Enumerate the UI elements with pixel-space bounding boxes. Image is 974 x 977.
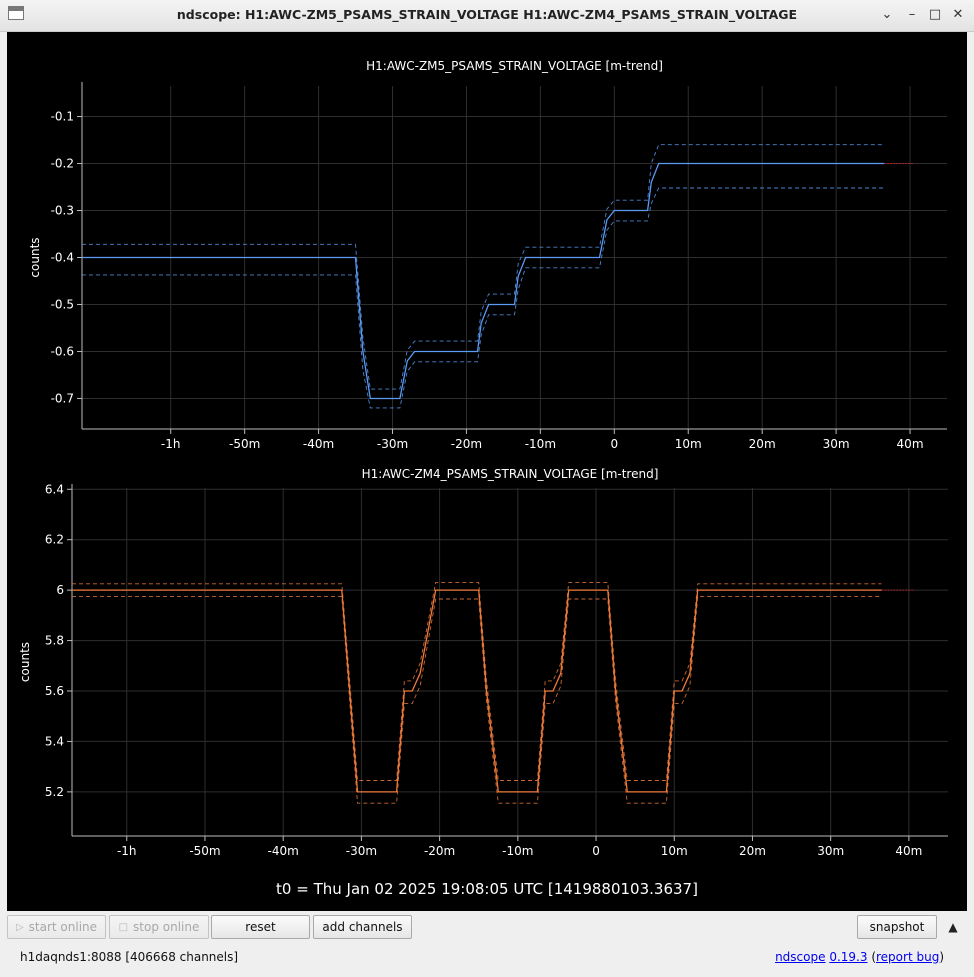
x-tick-label: 0 xyxy=(592,844,600,858)
start-online-button[interactable]: ▷ start online xyxy=(7,915,106,939)
x-tick-label: 30m xyxy=(823,437,850,451)
series-mean-line xyxy=(72,589,882,793)
x-tick-label: 20m xyxy=(749,437,776,451)
y-tick-label: 5.6 xyxy=(45,684,64,698)
y-tick-label: -0.4 xyxy=(51,251,74,265)
x-tick-label: -10m xyxy=(525,437,556,451)
y-tick-label: 6.2 xyxy=(45,533,64,547)
series-min-line xyxy=(82,187,885,409)
y-tick-label: -0.1 xyxy=(51,110,74,124)
window-app-icon[interactable] xyxy=(8,6,24,20)
y-tick-label: 6 xyxy=(56,583,64,597)
series-mean-line xyxy=(82,162,885,400)
snapshot-button[interactable]: snapshot xyxy=(857,915,937,939)
plot-area: H1:AWC-ZM5_PSAMS_STRAIN_VOLTAGE [m-trend… xyxy=(7,32,967,911)
start-online-label: start online xyxy=(28,920,98,934)
x-tick-label: -10m xyxy=(502,844,533,858)
y-tick-label: -0.3 xyxy=(51,204,74,218)
x-tick-label: 0 xyxy=(610,437,618,451)
version-link[interactable]: 0.19.3 xyxy=(829,950,868,964)
ndscope-link[interactable]: ndscope xyxy=(775,950,826,964)
window-title: ndscope: H1:AWC-ZM5_PSAMS_STRAIN_VOLTAGE… xyxy=(176,7,798,22)
x-tick-label: -50m xyxy=(189,844,220,858)
reset-button[interactable]: reset xyxy=(211,915,310,939)
plot-title: H1:AWC-ZM5_PSAMS_STRAIN_VOLTAGE [m-trend… xyxy=(366,59,663,73)
play-icon: ▷ xyxy=(15,921,24,933)
add-channels-button[interactable]: add channels xyxy=(313,915,412,939)
x-tick-label: -30m xyxy=(346,844,377,858)
x-tick-label: -1h xyxy=(117,844,137,858)
chevron-down-icon[interactable]: ⌄ xyxy=(881,7,893,22)
y-tick-label: -0.7 xyxy=(51,391,74,405)
plot-panel-1[interactable]: H1:AWC-ZM4_PSAMS_STRAIN_VOLTAGE [m-trend… xyxy=(18,467,948,858)
status-server: h1daqnds1:8088 [406668 channels] xyxy=(20,950,239,964)
y-axis-label: counts xyxy=(18,642,32,682)
stop-icon: □ xyxy=(118,921,129,933)
stop-online-label: stop online xyxy=(133,920,200,934)
x-tick-label: -20m xyxy=(451,437,482,451)
series-max-line xyxy=(72,582,882,781)
maximize-button[interactable]: □ xyxy=(928,7,942,22)
status-version-info: ndscope 0.19.3 (report bug) xyxy=(775,950,944,964)
series-group xyxy=(82,144,914,409)
y-tick-label: 5.4 xyxy=(45,734,64,748)
plots-svg[interactable]: H1:AWC-ZM5_PSAMS_STRAIN_VOLTAGE [m-trend… xyxy=(7,32,967,911)
report-bug-link[interactable]: report bug xyxy=(876,950,940,964)
y-tick-label: 5.2 xyxy=(45,785,64,799)
y-tick-label: 6.4 xyxy=(45,482,64,496)
x-tick-label: 10m xyxy=(661,844,688,858)
series-min-line xyxy=(72,595,882,804)
y-tick-label: 5.8 xyxy=(45,634,64,648)
title-bar: ndscope: H1:AWC-ZM5_PSAMS_STRAIN_VOLTAGE… xyxy=(0,0,974,32)
x-tick-label: 40m xyxy=(897,437,924,451)
y-tick-label: -0.6 xyxy=(51,344,74,358)
x-tick-label: -40m xyxy=(268,844,299,858)
x-tick-label: 10m xyxy=(675,437,702,451)
y-tick-label: -0.2 xyxy=(51,157,74,171)
x-tick-label: -30m xyxy=(377,437,408,451)
x-tick-label: 40m xyxy=(895,844,922,858)
series-max-line xyxy=(82,144,885,390)
stop-online-button[interactable]: □ stop online xyxy=(109,915,209,939)
expand-arrow-icon[interactable]: ▲ xyxy=(948,920,958,934)
plot-panel-0[interactable]: H1:AWC-ZM5_PSAMS_STRAIN_VOLTAGE [m-trend… xyxy=(28,59,947,451)
t0-label: t0 = Thu Jan 02 2025 19:08:05 UTC [14198… xyxy=(276,880,698,898)
x-tick-label: -1h xyxy=(161,437,181,451)
open-paren: ( xyxy=(867,950,876,964)
minimize-button[interactable]: – xyxy=(908,7,916,22)
x-tick-label: -20m xyxy=(424,844,455,858)
x-tick-label: 20m xyxy=(739,844,766,858)
close-button[interactable]: ✕ xyxy=(952,7,964,22)
y-axis-label: counts xyxy=(28,237,42,277)
y-tick-label: -0.5 xyxy=(51,297,74,311)
x-tick-label: 30m xyxy=(817,844,844,858)
x-tick-label: -50m xyxy=(229,437,260,451)
plot-title: H1:AWC-ZM4_PSAMS_STRAIN_VOLTAGE [m-trend… xyxy=(362,467,659,481)
x-tick-label: -40m xyxy=(303,437,334,451)
close-paren: ) xyxy=(939,950,944,964)
series-group xyxy=(72,582,913,804)
